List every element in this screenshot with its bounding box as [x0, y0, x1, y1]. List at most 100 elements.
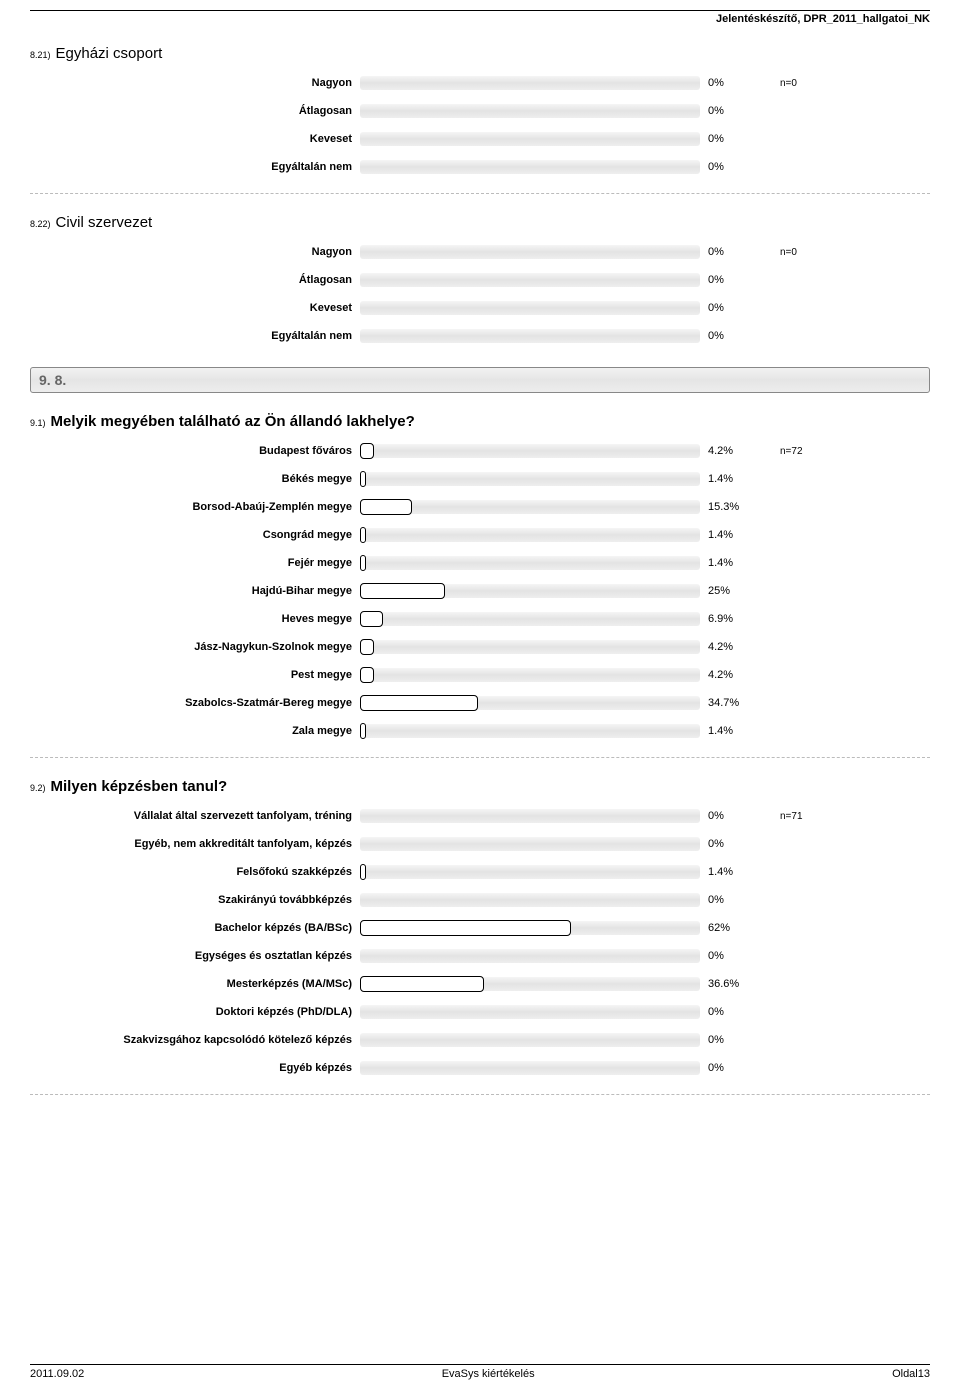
bar-row: Pest megye4.2%: [30, 664, 930, 686]
bar-track: [360, 556, 700, 570]
bar-row: Keveset0%: [30, 297, 930, 319]
bar-label: Mesterképzés (MA/MSc): [30, 978, 360, 990]
bar-percent: 0%: [700, 1034, 760, 1046]
bar-label: Hajdú-Bihar megye: [30, 585, 360, 597]
bar-fill: [360, 864, 366, 880]
bar-track: [360, 301, 700, 315]
bar-label: Vállalat által szervezett tanfolyam, tré…: [30, 810, 360, 822]
bar-fill: [360, 976, 484, 992]
bar-label: Fejér megye: [30, 557, 360, 569]
bar-track: [360, 160, 700, 174]
bar-label: Nagyon: [30, 77, 360, 89]
question-block: 9.1)Melyik megyében található az Ön álla…: [30, 413, 930, 742]
bar-track: [360, 949, 700, 963]
question-number: 9.2): [30, 783, 46, 793]
bar-row: Átlagosan 0%: [30, 100, 930, 122]
bar-row: Borsod-Abaúj-Zemplén megye 15.3%: [30, 496, 930, 518]
bar-fill: [360, 723, 366, 739]
bar-percent: 0%: [700, 77, 760, 89]
question-block: 9.2)Milyen képzésben tanul?Vállalat álta…: [30, 778, 930, 1079]
doc-title: Jelentéskészítő, DPR_2011_hallgatoi_NK: [30, 13, 930, 45]
question-title: Egyházi csoport: [56, 45, 163, 62]
bar-row: Egységes és osztatlan képzés0%: [30, 945, 930, 967]
bar-percent: 0%: [700, 1006, 760, 1018]
bar-label: Doktori képzés (PhD/DLA): [30, 1006, 360, 1018]
bar-track: [360, 132, 700, 146]
bar-percent: 0%: [700, 133, 760, 145]
bar-fill: [360, 639, 374, 655]
bar-track: [360, 273, 700, 287]
bar-percent: 0%: [700, 1062, 760, 1074]
bar-row: Doktori képzés (PhD/DLA) 0%: [30, 1001, 930, 1023]
bar-percent: 1.4%: [700, 725, 760, 737]
bar-row: Szabolcs-Szatmár-Bereg megye34.7%: [30, 692, 930, 714]
bar-percent: 0%: [700, 105, 760, 117]
bar-fill: [360, 471, 366, 487]
bar-label: Egyáltalán nem: [30, 330, 360, 342]
bar-label: Egyáltalán nem: [30, 161, 360, 173]
bar-label: Egyéb, nem akkreditált tanfolyam, képzés: [30, 838, 360, 850]
bar-fill: [360, 555, 366, 571]
footer-date: 2011.09.02: [30, 1368, 84, 1380]
bar-track: [360, 809, 700, 823]
bar-track: [360, 921, 700, 935]
question-block: 8.21)Egyházi csoportNagyon0%n=0Átlagosan…: [30, 45, 930, 178]
bar-percent: 36.6%: [700, 978, 760, 990]
bar-percent: 1.4%: [700, 557, 760, 569]
bar-percent: 0%: [700, 894, 760, 906]
bar-track: [360, 1061, 700, 1075]
bar-label: Heves megye: [30, 613, 360, 625]
sample-size: n=71: [760, 811, 803, 822]
bar-label: Egyéb képzés: [30, 1062, 360, 1074]
bar-track: [360, 444, 700, 458]
bar-fill: [360, 583, 445, 599]
bar-track: [360, 612, 700, 626]
bar-track: [360, 640, 700, 654]
bar-percent: 1.4%: [700, 866, 760, 878]
separator: [30, 1094, 930, 1095]
bar-percent: 1.4%: [700, 473, 760, 485]
bar-percent: 0%: [700, 246, 760, 258]
bar-label: Borsod-Abaúj-Zemplén megye: [30, 501, 360, 513]
bar-track: [360, 1005, 700, 1019]
bar-row: Heves megye 6.9%: [30, 608, 930, 630]
bar-percent: 0%: [700, 274, 760, 286]
bar-row: Csongrád megye1.4%: [30, 524, 930, 546]
question-number: 8.22): [30, 219, 51, 229]
bar-label: Átlagosan: [30, 105, 360, 117]
bar-label: Bachelor képzés (BA/BSc): [30, 922, 360, 934]
separator: [30, 193, 930, 194]
bar-percent: 15.3%: [700, 501, 760, 513]
bar-fill: [360, 499, 412, 515]
bar-track: [360, 584, 700, 598]
sample-size: n=72: [760, 446, 803, 457]
bar-track: [360, 865, 700, 879]
bar-track: [360, 724, 700, 738]
bar-percent: 4.2%: [700, 669, 760, 681]
bar-percent: 6.9%: [700, 613, 760, 625]
bar-row: Bachelor képzés (BA/BSc)62%: [30, 917, 930, 939]
bar-label: Csongrád megye: [30, 529, 360, 541]
bar-percent: 0%: [700, 838, 760, 850]
bar-label: Keveset: [30, 133, 360, 145]
bar-percent: 25%: [700, 585, 760, 597]
bar-row: Egyéb, nem akkreditált tanfolyam, képzés…: [30, 833, 930, 855]
bar-row: Egyéb képzés 0%: [30, 1057, 930, 1079]
bar-percent: 34.7%: [700, 697, 760, 709]
page-footer: 2011.09.02 EvaSys kiértékelés Oldal13: [30, 1364, 930, 1380]
footer-center: EvaSys kiértékelés: [442, 1368, 535, 1380]
bar-percent: 0%: [700, 302, 760, 314]
bar-percent: 0%: [700, 950, 760, 962]
bar-label: Jász-Nagykun-Szolnok megye: [30, 641, 360, 653]
bar-label: Szakvizsgához kapcsolódó kötelező képzés: [30, 1034, 360, 1046]
bar-row: Szakirányú továbbképzés0%: [30, 889, 930, 911]
bar-label: Zala megye: [30, 725, 360, 737]
bar-row: Békés megye1.4%: [30, 468, 930, 490]
question-number: 8.21): [30, 50, 51, 60]
separator: [30, 757, 930, 758]
bar-fill: [360, 920, 571, 936]
bar-row: Fejér megye 1.4%: [30, 552, 930, 574]
bar-row: Jász-Nagykun-Szolnok megye4.2%: [30, 636, 930, 658]
bar-row: Felsőfokú szakképzés1.4%: [30, 861, 930, 883]
bar-fill: [360, 611, 383, 627]
